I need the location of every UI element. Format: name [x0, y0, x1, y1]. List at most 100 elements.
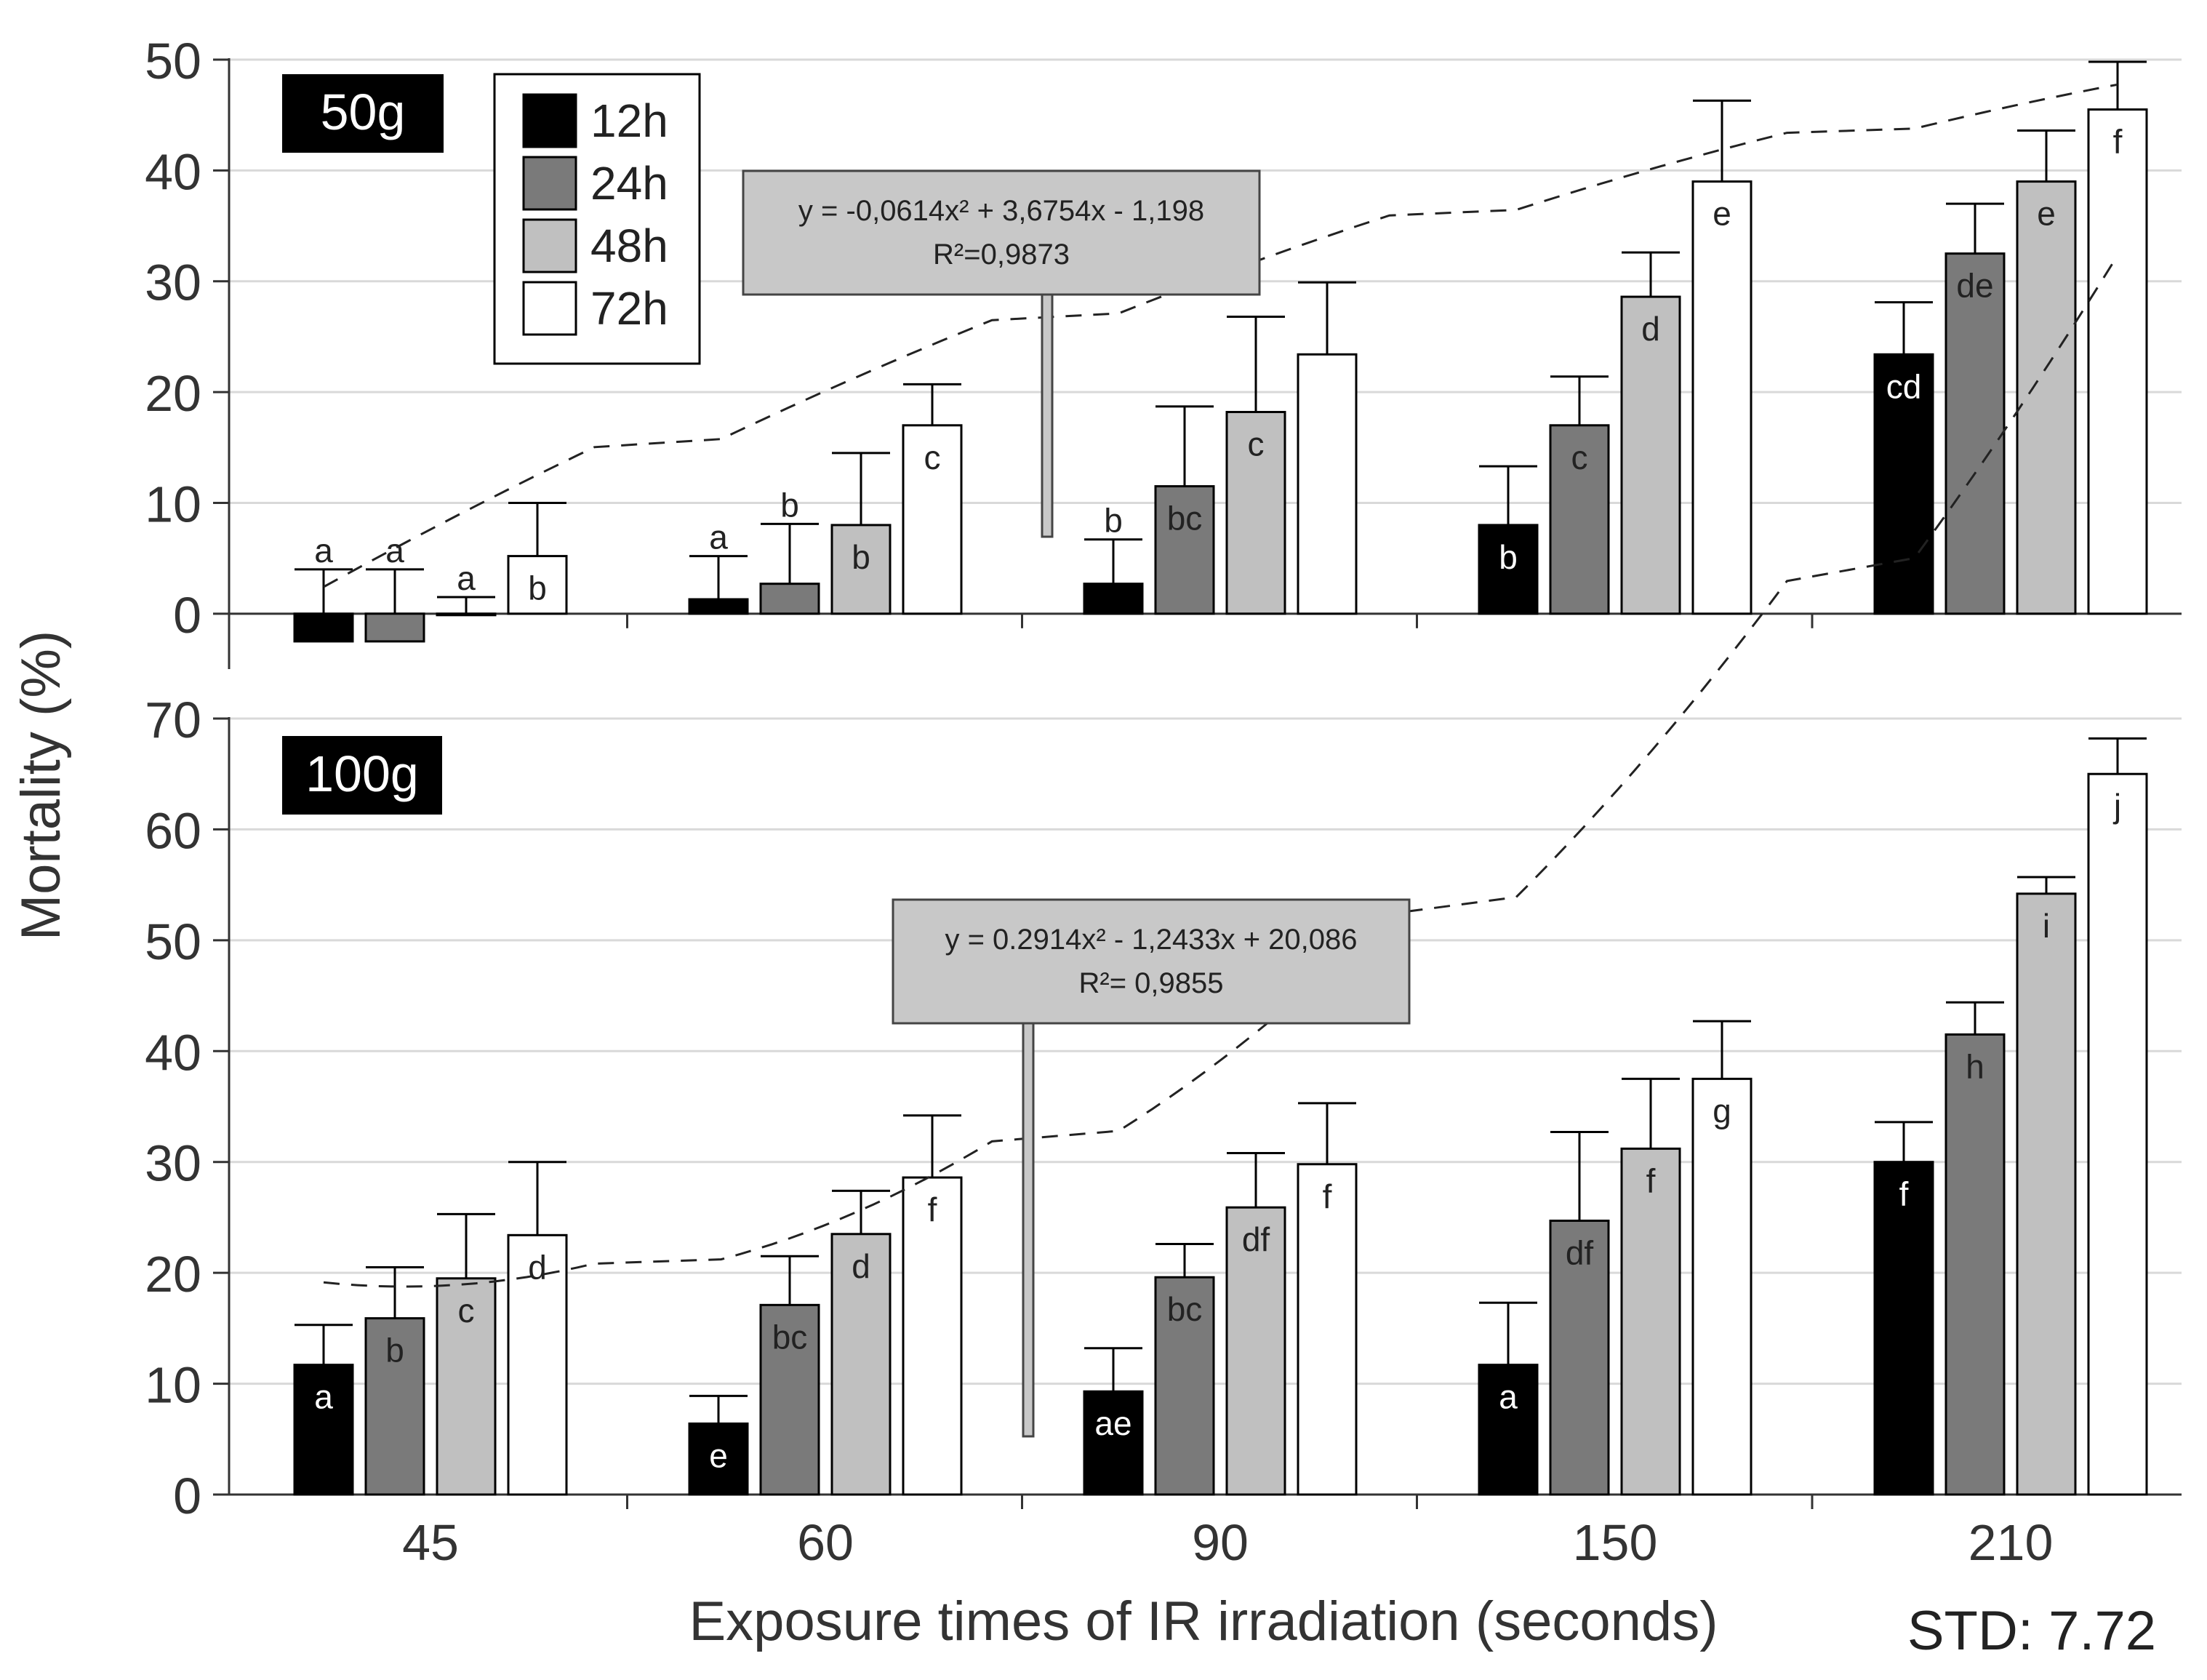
legend-swatch — [522, 93, 577, 148]
bar — [1620, 295, 1681, 615]
y-tick-label: 40 — [145, 143, 201, 200]
significance-letter: c — [1248, 425, 1265, 463]
legend-swatch — [522, 218, 577, 273]
x-tick-label: 210 — [1968, 1514, 2054, 1571]
significance-letter: h — [1966, 1047, 1984, 1085]
significance-letter: b — [780, 486, 799, 524]
y-tick-label: 0 — [173, 1468, 201, 1524]
significance-letter: de — [1956, 267, 1993, 305]
bar — [1297, 353, 1358, 615]
significance-letter: a — [314, 1378, 333, 1416]
legend-swatch — [522, 156, 577, 211]
panel-label-box — [282, 74, 444, 153]
bar — [2087, 108, 2148, 615]
bar — [1225, 1206, 1286, 1496]
y-tick-label: 50 — [145, 913, 201, 970]
significance-letter: c — [458, 1292, 475, 1329]
significance-letter: e — [1713, 195, 1731, 233]
bar — [2016, 180, 2077, 615]
significance-letter: g — [1713, 1092, 1731, 1129]
legend-swatch — [522, 281, 577, 336]
bar — [1478, 524, 1539, 615]
trendline-r2: R²=0,9873 — [933, 239, 1070, 271]
bar — [1297, 1163, 1358, 1496]
panel-label-box — [282, 736, 442, 815]
trendline-equation: y = 0.2914x² - 1,2433x + 20,086 — [945, 924, 1357, 956]
significance-letter: c — [924, 439, 941, 476]
bar — [1873, 353, 1934, 615]
bar — [293, 612, 354, 643]
significance-letter: d — [1641, 310, 1660, 348]
bar — [293, 1364, 354, 1496]
y-tick-label: 60 — [145, 802, 201, 859]
y-axis-label: Mortality (%) — [10, 631, 72, 940]
bar — [830, 1233, 892, 1496]
panel-label: 50g — [321, 84, 406, 140]
significance-letter: f — [1323, 1177, 1332, 1215]
equation-box — [892, 898, 1411, 1025]
significance-letter: i — [2043, 907, 2050, 945]
bar — [1873, 1161, 1934, 1496]
bar — [1691, 180, 1753, 615]
significance-letter: a — [1499, 1378, 1518, 1416]
y-tick-label: 50 — [145, 33, 201, 89]
trendline-r2: R²= 0,9855 — [1078, 967, 1223, 999]
significance-letter: a — [457, 559, 476, 597]
x-tick-label: 60 — [797, 1514, 854, 1571]
significance-letter: b — [1104, 502, 1123, 540]
significance-letter: j — [2112, 787, 2121, 825]
significance-letter: c — [1571, 439, 1588, 476]
significance-letter: b — [852, 538, 870, 576]
bar — [688, 598, 749, 615]
x-tick-label: 45 — [402, 1514, 459, 1571]
bar — [1083, 583, 1144, 615]
significance-letter: bc — [1167, 500, 1203, 537]
significance-letter: e — [2037, 195, 2056, 233]
significance-letter: f — [1899, 1175, 1909, 1213]
significance-letter: a — [314, 532, 333, 569]
bar — [364, 612, 425, 643]
significance-letter: f — [928, 1191, 937, 1228]
bar — [507, 555, 568, 615]
bar — [1154, 485, 1215, 615]
x-axis: 45 60 90 150 210 — [402, 1514, 2053, 1571]
trendline-equation: y = -0,0614x² + 3,6754x - 1,198 — [798, 195, 1204, 227]
y-tick-label: 20 — [145, 1246, 201, 1303]
equation-pointer — [1041, 293, 1054, 538]
legend-label: 72h — [590, 282, 668, 335]
bar — [1691, 1077, 1753, 1496]
y-tick-label: 30 — [145, 1135, 201, 1192]
trendline — [323, 255, 2119, 1288]
significance-letter: bc — [1167, 1290, 1203, 1328]
significance-letter: bc — [772, 1318, 808, 1356]
bar — [2087, 772, 2148, 1496]
legend-label: 12h — [590, 95, 668, 147]
equation-pointer — [1022, 1022, 1035, 1438]
significance-letter: e — [709, 1436, 728, 1474]
bar — [436, 1277, 497, 1496]
panel-label: 100g — [305, 745, 419, 802]
x-tick-label: 150 — [1573, 1514, 1658, 1571]
y-tick-label: 10 — [145, 476, 201, 532]
bar — [1944, 1033, 2006, 1496]
significance-letter: f — [1646, 1161, 1656, 1199]
bar — [902, 1176, 963, 1496]
legend: 12h 24h 48h 72h — [493, 73, 701, 365]
legend-label: 24h — [590, 157, 668, 209]
bar — [759, 583, 820, 615]
y-tick-label: 40 — [145, 1024, 201, 1081]
significance-letter: d — [852, 1247, 870, 1285]
equation-box — [742, 169, 1261, 296]
significance-letter: cd — [1886, 367, 1922, 405]
bar — [1225, 411, 1286, 615]
significance-letter: f — [2113, 123, 2123, 161]
significance-letter: a — [385, 532, 404, 569]
bar — [1478, 1364, 1539, 1496]
significance-letter: ae — [1094, 1404, 1131, 1442]
significance-letter: b — [1499, 538, 1518, 576]
bar — [1083, 1390, 1144, 1496]
significance-letter: b — [385, 1332, 404, 1369]
